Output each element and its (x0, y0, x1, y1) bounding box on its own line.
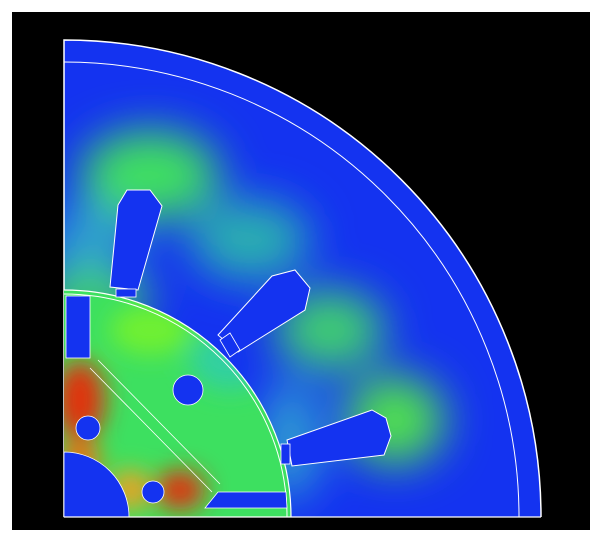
rotor-hole (173, 375, 203, 405)
slot-opening (116, 289, 136, 297)
rotor-hole (142, 481, 164, 503)
magnet-slot (205, 492, 287, 508)
magnet-slot (66, 296, 90, 358)
glow (190, 200, 310, 280)
field-plot (0, 0, 601, 536)
page (0, 0, 601, 536)
rotor-hole (76, 416, 100, 440)
slot-opening (281, 444, 290, 464)
